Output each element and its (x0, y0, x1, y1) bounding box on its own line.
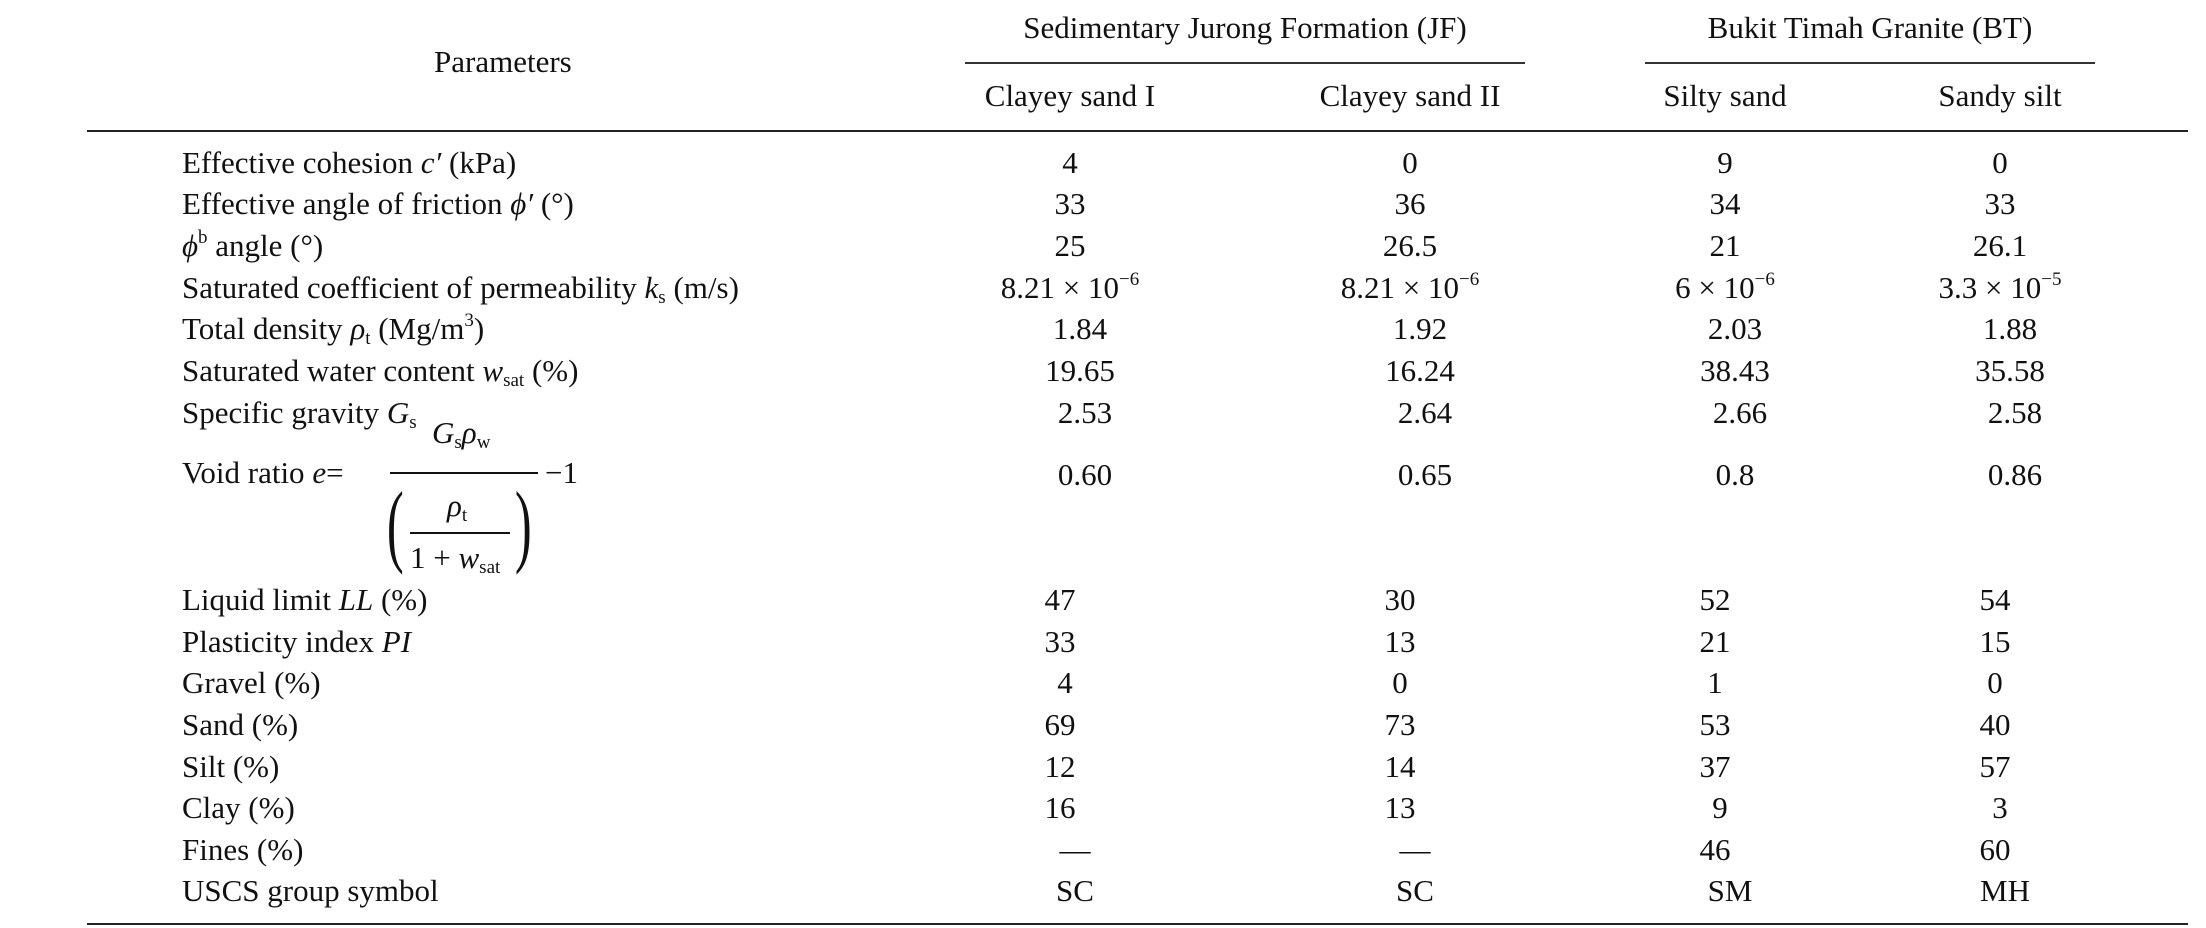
void-ratio-left-paren: ( (386, 473, 404, 575)
cell: — (1059, 832, 1091, 867)
cell: 0.8 (1715, 457, 1755, 492)
cell: 40 (1979, 707, 2011, 742)
cell: 37 (1699, 749, 1731, 784)
void-ratio-inner-denominator: 1 + wsat (410, 540, 501, 578)
param-phi-b-angle: ϕb angle (°) (182, 227, 324, 263)
cell: — (1399, 832, 1431, 867)
cell: 2.03 (1707, 311, 1763, 346)
cell: 0 (1992, 145, 2008, 180)
header-col-sandy-silt: Sandy silt (1938, 78, 2062, 113)
header-col-clayey-sand-2: Clayey sand II (1319, 78, 1501, 113)
void-ratio-right-paren: ) (514, 473, 532, 575)
cell: 1 (1707, 665, 1723, 700)
cell: 47 (1044, 582, 1076, 617)
void-ratio-main-fraction-bar (390, 472, 538, 474)
cell: 3 (1992, 790, 2008, 825)
cell: 13 (1384, 624, 1416, 659)
cell: 9 (1712, 790, 1728, 825)
cell: 1.88 (1982, 311, 2038, 346)
cell: 1.84 (1052, 311, 1108, 346)
void-ratio-inner-numerator: ρt (447, 488, 468, 526)
cell: 0.65 (1397, 457, 1453, 492)
void-ratio-inner-fraction-bar (410, 532, 510, 534)
param-plasticity-index: Plasticity index PI (182, 624, 412, 659)
param-liquid-limit: Liquid limit LL (%) (182, 582, 428, 617)
cell: 4 (1062, 145, 1078, 180)
param-silt: Silt (%) (182, 749, 280, 784)
param-specific-gravity: Specific gravity Gs (182, 395, 417, 433)
cell: 0.60 (1057, 457, 1113, 492)
cell: 21 (1709, 228, 1741, 263)
header-parameters: Parameters (434, 44, 572, 79)
param-clay: Clay (%) (182, 790, 295, 825)
cell: 60 (1979, 832, 2011, 867)
cell: 2.53 (1057, 395, 1113, 430)
param-permeability: Saturated coefficient of permeability ks… (182, 270, 739, 308)
cell: 2.64 (1397, 395, 1453, 430)
cell: 19.65 (1045, 353, 1115, 388)
cell: 33 (1984, 186, 2016, 221)
cell: 26.5 (1382, 228, 1438, 263)
cell: 33 (1054, 186, 1086, 221)
header-bottom-rule (87, 130, 2188, 132)
cell: 8.21 × 10−6 (1340, 269, 1480, 305)
cell: 33 (1044, 624, 1076, 659)
param-effective-cohesion: Effective cohesion c′ (kPa) (182, 145, 517, 180)
param-saturated-water-content: Saturated water content wsat (%) (182, 353, 579, 391)
param-uscs-symbol: USCS group symbol (182, 873, 439, 908)
cell: 54 (1979, 582, 2011, 617)
cell: 2.66 (1712, 395, 1768, 430)
void-ratio-minus-one: −1 (545, 455, 578, 490)
cell: 3.3 × 10−5 (1938, 269, 2062, 305)
cell: 30 (1384, 582, 1416, 617)
cell: 16.24 (1385, 353, 1455, 388)
cell: 52 (1699, 582, 1731, 617)
param-gravel: Gravel (%) (182, 665, 321, 700)
cell: 26.1 (1972, 228, 2028, 263)
cell: SM (1707, 873, 1753, 908)
cell: 34 (1709, 186, 1741, 221)
cell: 4 (1057, 665, 1073, 700)
cell: 6 × 10−6 (1675, 269, 1775, 305)
cell: 0 (1392, 665, 1408, 700)
cell: 35.58 (1975, 353, 2045, 388)
group-underline-bt (1645, 62, 2095, 64)
cell: 13 (1384, 790, 1416, 825)
void-ratio-numerator: Gsρw (432, 415, 491, 453)
cell: 36 (1394, 186, 1426, 221)
cell: 21 (1699, 624, 1731, 659)
cell: 38.43 (1700, 353, 1770, 388)
cell: 16 (1044, 790, 1076, 825)
param-fines: Fines (%) (182, 832, 304, 867)
header-col-silty-sand: Silty sand (1663, 78, 1787, 113)
cell: 0 (1987, 665, 2003, 700)
header-col-clayey-sand-1: Clayey sand I (984, 78, 1156, 113)
cell: 14 (1384, 749, 1416, 784)
cell: 73 (1384, 707, 1416, 742)
cell: SC (1396, 873, 1434, 908)
cell: 53 (1699, 707, 1731, 742)
cell: 2.58 (1987, 395, 2043, 430)
cell: MH (1980, 873, 2030, 908)
cell: 69 (1044, 707, 1076, 742)
cell: 0 (1402, 145, 1418, 180)
cell: 12 (1044, 749, 1076, 784)
cell: 0.86 (1987, 457, 2043, 492)
cell: 46 (1699, 832, 1731, 867)
cell: 57 (1979, 749, 2011, 784)
cell: 8.21 × 10−6 (1000, 269, 1140, 305)
table-bottom-rule (87, 923, 2188, 925)
param-total-density: Total density ρt (Mg/m3) (182, 310, 485, 349)
header-group-jf: Sedimentary Jurong Formation (JF) (1023, 10, 1467, 45)
cell: 1.92 (1392, 311, 1448, 346)
cell: 25 (1054, 228, 1086, 263)
cell: SC (1056, 873, 1094, 908)
param-effective-friction-angle: Effective angle of friction ϕ′ (°) (182, 186, 574, 221)
header-group-bt: Bukit Timah Granite (BT) (1707, 10, 2033, 45)
cell: 15 (1979, 624, 2011, 659)
param-sand: Sand (%) (182, 707, 299, 742)
cell: 9 (1717, 145, 1733, 180)
group-underline-jf (965, 62, 1525, 64)
